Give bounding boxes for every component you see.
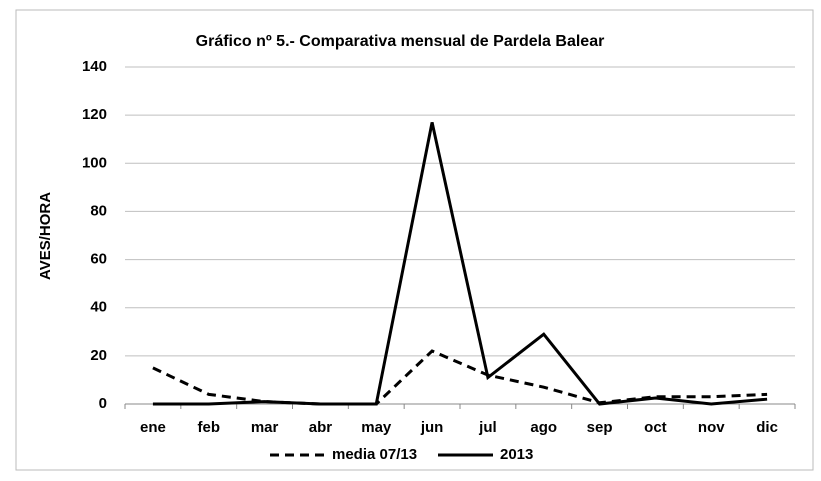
y-tick-label: 0 [99, 395, 107, 412]
x-tick-label: mar [251, 419, 279, 436]
x-tick-label: sep [587, 419, 613, 436]
y-tick-label: 140 [82, 58, 107, 75]
x-tick-label: abr [309, 419, 333, 436]
legend-label: media 07/13 [332, 446, 417, 463]
y-tick-label: 100 [82, 154, 107, 171]
x-tick-label: may [361, 419, 392, 436]
chart-title: Gráfico nº 5.- Comparativa mensual de Pa… [196, 33, 605, 50]
series-line [152, 122, 768, 406]
x-tick-label: jun [420, 419, 444, 436]
chart-border [15, 9, 814, 471]
x-tick-label: dic [756, 419, 778, 436]
y-axis-label: AVES/HORA [37, 192, 54, 280]
x-tick-label: jul [478, 419, 497, 436]
y-tick-label: 40 [90, 299, 107, 316]
x-tick-label: ene [140, 419, 166, 436]
x-tick-label: nov [698, 419, 725, 436]
x-tick-label: ago [530, 419, 557, 436]
y-tick-label: 120 [82, 106, 107, 123]
y-tick-label: 20 [90, 347, 107, 364]
x-tick-label: oct [644, 419, 667, 436]
series-line [152, 349, 768, 406]
x-tick-label: feb [198, 419, 221, 436]
legend-label: 2013 [500, 446, 533, 463]
y-tick-label: 60 [90, 251, 107, 268]
y-tick-label: 80 [90, 202, 107, 219]
